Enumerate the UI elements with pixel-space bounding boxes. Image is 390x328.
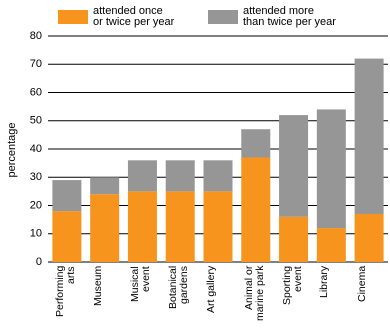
legend-swatch: [208, 10, 238, 24]
x-tick-label: Performing arts: [53, 266, 77, 318]
x-tick-label: Museum: [91, 266, 104, 307]
bar-segment: [127, 191, 157, 262]
x-tick-label: Animal or marine park: [242, 266, 266, 322]
bar-segment: [316, 109, 346, 229]
bar-segment: [203, 191, 233, 262]
bar-segment: [127, 160, 157, 192]
y-tick-label: 0: [36, 256, 42, 268]
bar-segment: [279, 115, 309, 217]
bar-segment: [241, 157, 271, 262]
legend-item: attended more than twice per year: [208, 6, 336, 28]
bar-segment: [203, 160, 233, 192]
y-tick-label: 40: [30, 143, 42, 155]
legend-swatch: [58, 10, 88, 24]
bar-segment: [279, 216, 309, 262]
bar-segment: [354, 213, 384, 262]
y-tick-label: 50: [30, 115, 42, 127]
bar-segment: [316, 228, 346, 262]
y-tick-label: 10: [30, 228, 42, 240]
x-tick-label: Library: [318, 266, 331, 299]
x-tick-label: Art gallery: [205, 266, 217, 314]
bar-segment: [241, 129, 271, 158]
y-tick-label: 60: [30, 86, 42, 98]
y-tick-label: 30: [30, 171, 42, 183]
x-tick-label: Sporting event: [280, 266, 304, 306]
bar-segment: [165, 160, 195, 192]
y-axis-label: percentage: [6, 122, 18, 177]
legend-item: attended once or twice per year: [58, 6, 174, 28]
y-tick-label: 20: [30, 199, 42, 211]
x-tick-label: Musical event: [129, 266, 153, 302]
bar-segment: [52, 180, 82, 212]
legend-label: attended more than twice per year: [243, 5, 336, 28]
bar-segment: [354, 58, 384, 214]
bar-segment: [90, 194, 120, 262]
bar-segment: [165, 191, 195, 262]
bar-segment: [90, 177, 120, 195]
x-tick-label: Botanical gardens: [167, 266, 191, 310]
y-tick-label: 70: [30, 58, 42, 70]
legend-label: attended once or twice per year: [93, 5, 175, 28]
y-tick-label: 80: [30, 30, 42, 42]
x-tick-label: Cinema: [356, 266, 369, 303]
bar-segment: [52, 211, 82, 262]
